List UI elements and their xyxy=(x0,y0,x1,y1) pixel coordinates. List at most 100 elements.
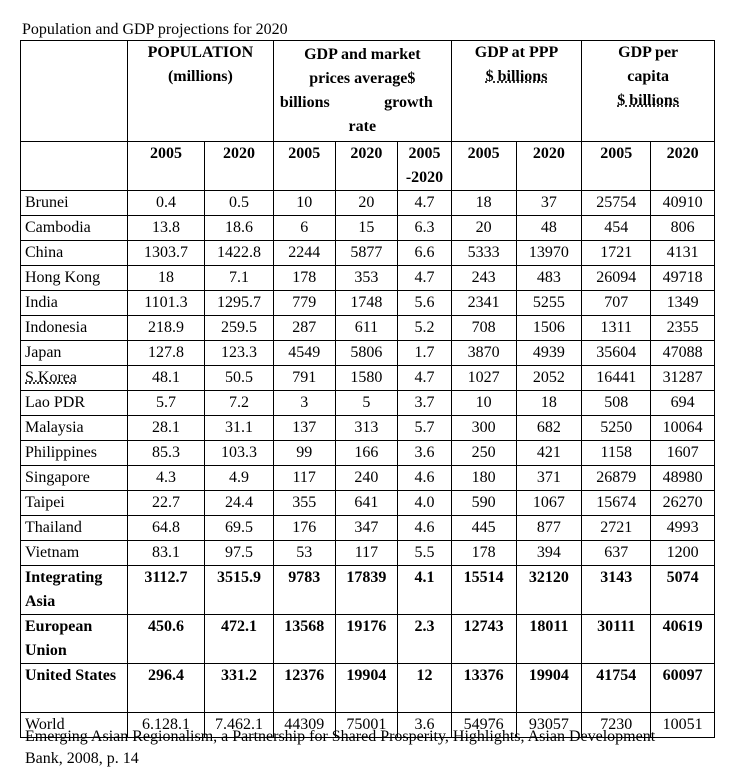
header-population-line1: POPULATION xyxy=(147,44,254,61)
table-cell: 5333 xyxy=(450,240,517,266)
header-empty-cell xyxy=(20,141,128,191)
table-cell: 5 xyxy=(334,390,399,416)
header-gdp-market-line1: GDP and market xyxy=(304,46,421,63)
table-cell: 347 xyxy=(334,515,399,541)
table-cell: 708 xyxy=(450,315,517,341)
row-label: Philippines xyxy=(20,440,128,466)
year-header: 2020 xyxy=(650,141,715,191)
table-cell: 48.1 xyxy=(126,365,206,391)
table-cell: 0.5 xyxy=(204,190,274,216)
table-cell: 3515.9 xyxy=(204,565,274,615)
table-cell: 117 xyxy=(334,540,399,566)
table-cell: 791 xyxy=(272,365,336,391)
table-cell: 13376 xyxy=(450,663,517,713)
table-cell: 48980 xyxy=(650,465,715,491)
row-label: Brunei xyxy=(20,190,128,216)
table-cell: 1200 xyxy=(650,540,715,566)
table-cell: 4549 xyxy=(272,340,336,366)
table-cell: 1158 xyxy=(581,440,652,466)
table-cell: 26879 xyxy=(581,465,652,491)
table-cell: 2.3 xyxy=(397,614,452,664)
table-cell: 53 xyxy=(272,540,336,566)
table-cell: 682 xyxy=(515,415,583,441)
table-cell: 5.5 xyxy=(397,540,452,566)
table-row: Thailand 64.8 69.5 176 347 4.6 445 877 2721 4993 xyxy=(20,515,715,541)
table-cell: 64.8 xyxy=(126,515,206,541)
row-label: India xyxy=(20,290,128,316)
table-cell: 10 xyxy=(450,390,517,416)
table-cell: 4.1 xyxy=(397,565,452,615)
table-cell: 18 xyxy=(515,390,583,416)
row-label: Integrating Asia xyxy=(20,565,128,615)
table-cell: 5806 xyxy=(334,340,399,366)
table-row: China 1303.7 1422.8 2244 5877 6.6 5333 13970 172… xyxy=(20,240,715,266)
table-cell: 35604 xyxy=(581,340,652,366)
table-row: Malaysia 28.1 31.1 137 313 5.7 300 682 5250 10064 xyxy=(20,415,715,441)
table-cell: 2355 xyxy=(650,315,715,341)
table-cell: 20 xyxy=(334,190,399,216)
table-cell: 483 xyxy=(515,265,583,291)
row-label: S.Korea xyxy=(20,365,128,391)
table-cell: 15514 xyxy=(450,565,517,615)
header-years-row: 2005 2020 2005 2020 2005 -2020 2005 2020… xyxy=(20,141,715,191)
row-label: Cambodia xyxy=(20,215,128,241)
table-cell: 331.2 xyxy=(204,663,274,713)
header-gdp-ppp: GDP at PPP $ billions xyxy=(450,40,583,142)
table-cell: 1721 xyxy=(581,240,652,266)
table-cell: 93057 xyxy=(515,712,583,738)
table-cell: 18 xyxy=(450,190,517,216)
table-cell: 3.6 xyxy=(397,440,452,466)
table-row: Lao PDR 5.7 7.2 3 5 3.7 10 18 508 694 xyxy=(20,390,715,416)
table-cell: 7.2 xyxy=(204,390,274,416)
header-population-line2: (millions) xyxy=(167,68,233,85)
table-cell: 3143 xyxy=(581,565,652,615)
table-cell: 2721 xyxy=(581,515,652,541)
table-cell: 1422.8 xyxy=(204,240,274,266)
year-header-growth-line1: 2005 xyxy=(408,145,441,162)
table-cell: 1748 xyxy=(334,290,399,316)
table-cell: 25754 xyxy=(581,190,652,216)
year-header: 2005 xyxy=(126,141,206,191)
row-label: World xyxy=(20,712,128,738)
table-cell: 4.3 xyxy=(126,465,206,491)
table-cell: 137 xyxy=(272,415,336,441)
table-cell: 26270 xyxy=(650,490,715,516)
table-cell: 4.7 xyxy=(397,265,452,291)
table-row-total: European Union 450.6 472.1 13568 19176 2.3 127… xyxy=(20,614,715,664)
table-cell: 296.4 xyxy=(126,663,206,713)
table-cell: 12 xyxy=(397,663,452,713)
table-cell: 83.1 xyxy=(126,540,206,566)
table-cell: 3.6 xyxy=(397,712,452,738)
table-cell: 127.8 xyxy=(126,340,206,366)
header-gdp-capita-line1: GDP per xyxy=(618,44,679,61)
table-cell: 20 xyxy=(450,215,517,241)
header-gdp-market-line3a: billions xyxy=(279,94,330,111)
table-cell: 97.5 xyxy=(204,540,274,566)
table-cell: 9783 xyxy=(272,565,336,615)
table-cell: 611 xyxy=(334,315,399,341)
table-cell: 103.3 xyxy=(204,440,274,466)
table-cell: 5255 xyxy=(515,290,583,316)
table-cell: 17839 xyxy=(334,565,399,615)
table-row: Cambodia 13.8 18.6 6 15 6.3 20 48 454 806 xyxy=(20,215,715,241)
table-cell: 250 xyxy=(450,440,517,466)
year-header: 2005 xyxy=(450,141,517,191)
table-cell: 3 xyxy=(272,390,336,416)
table-cell: 472.1 xyxy=(204,614,274,664)
row-label: Thailand xyxy=(20,515,128,541)
header-gdp-ppp-line2: $ billions xyxy=(485,68,548,85)
table-row-total: Integrating Asia 3112.7 3515.9 9783 17839 4.1… xyxy=(20,565,715,615)
table-cell: 5877 xyxy=(334,240,399,266)
table-cell: 641 xyxy=(334,490,399,516)
table-cell: 176 xyxy=(272,515,336,541)
table-cell: 37 xyxy=(515,190,583,216)
table-cell: 7230 xyxy=(581,712,652,738)
table-cell: 5074 xyxy=(650,565,715,615)
table-cell: 18.6 xyxy=(204,215,274,241)
table-cell: 54976 xyxy=(450,712,517,738)
table-cell: 4993 xyxy=(650,515,715,541)
table-cell: 1.7 xyxy=(397,340,452,366)
table-cell: 2244 xyxy=(272,240,336,266)
table-cell: 243 xyxy=(450,265,517,291)
table-cell: 2052 xyxy=(515,365,583,391)
